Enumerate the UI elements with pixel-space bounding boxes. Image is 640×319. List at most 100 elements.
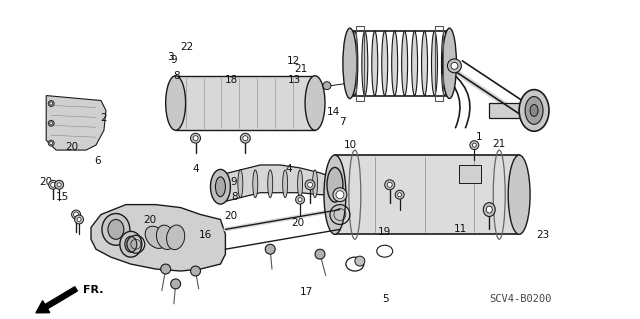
Ellipse shape xyxy=(519,90,549,131)
Ellipse shape xyxy=(327,167,343,202)
Ellipse shape xyxy=(372,31,378,96)
Ellipse shape xyxy=(486,206,492,213)
Ellipse shape xyxy=(305,76,325,130)
Ellipse shape xyxy=(253,170,258,198)
Ellipse shape xyxy=(298,170,303,198)
Text: 8: 8 xyxy=(173,71,180,81)
Ellipse shape xyxy=(355,256,365,266)
Text: 20: 20 xyxy=(65,142,78,152)
Ellipse shape xyxy=(447,59,461,73)
Bar xyxy=(335,155,519,234)
Ellipse shape xyxy=(102,213,130,245)
Ellipse shape xyxy=(145,226,166,249)
Text: 11: 11 xyxy=(454,224,467,234)
Ellipse shape xyxy=(352,31,358,96)
Ellipse shape xyxy=(72,210,81,219)
Ellipse shape xyxy=(120,231,142,257)
Text: 20: 20 xyxy=(225,211,237,221)
Ellipse shape xyxy=(75,215,84,224)
Ellipse shape xyxy=(333,188,347,202)
Ellipse shape xyxy=(125,236,137,252)
Ellipse shape xyxy=(472,143,476,147)
Ellipse shape xyxy=(323,82,331,90)
Ellipse shape xyxy=(412,31,417,96)
Polygon shape xyxy=(91,204,225,271)
Text: 4: 4 xyxy=(193,164,199,174)
Ellipse shape xyxy=(193,136,198,141)
Text: 10: 10 xyxy=(344,140,357,150)
Ellipse shape xyxy=(54,180,63,189)
Ellipse shape xyxy=(265,244,275,254)
Bar xyxy=(435,26,444,100)
Ellipse shape xyxy=(50,102,52,105)
Text: 9: 9 xyxy=(231,177,237,187)
Ellipse shape xyxy=(336,191,344,199)
Text: 19: 19 xyxy=(378,227,390,237)
Ellipse shape xyxy=(397,193,402,197)
Text: 5: 5 xyxy=(383,293,389,304)
Text: 20: 20 xyxy=(143,215,156,225)
Ellipse shape xyxy=(431,31,438,96)
Ellipse shape xyxy=(57,183,61,187)
Ellipse shape xyxy=(308,182,312,187)
Ellipse shape xyxy=(50,142,52,145)
Ellipse shape xyxy=(48,120,54,126)
Text: 15: 15 xyxy=(56,192,69,203)
Ellipse shape xyxy=(442,31,447,96)
Ellipse shape xyxy=(451,62,458,69)
Ellipse shape xyxy=(442,28,456,99)
Ellipse shape xyxy=(312,170,317,198)
Ellipse shape xyxy=(402,31,408,96)
Ellipse shape xyxy=(422,31,428,96)
Ellipse shape xyxy=(283,170,287,198)
Ellipse shape xyxy=(483,203,495,217)
Text: FR.: FR. xyxy=(83,285,104,295)
Text: 21: 21 xyxy=(492,139,506,149)
Polygon shape xyxy=(46,96,106,150)
Ellipse shape xyxy=(268,170,273,198)
Ellipse shape xyxy=(305,180,315,190)
Ellipse shape xyxy=(191,266,200,276)
Bar xyxy=(356,26,364,100)
Ellipse shape xyxy=(508,155,530,234)
Ellipse shape xyxy=(238,170,243,198)
Ellipse shape xyxy=(530,105,538,116)
Ellipse shape xyxy=(324,155,346,234)
Ellipse shape xyxy=(296,195,305,204)
Text: 22: 22 xyxy=(180,42,193,52)
Ellipse shape xyxy=(470,141,479,150)
Bar xyxy=(175,76,315,130)
Text: 1: 1 xyxy=(476,132,483,142)
Ellipse shape xyxy=(241,133,250,143)
Text: 2: 2 xyxy=(100,113,107,123)
Ellipse shape xyxy=(51,182,56,187)
Text: 4: 4 xyxy=(285,164,292,174)
Text: 20: 20 xyxy=(291,218,305,228)
Text: 9: 9 xyxy=(170,55,177,65)
Bar xyxy=(489,102,534,118)
Ellipse shape xyxy=(343,28,357,99)
Ellipse shape xyxy=(74,212,79,217)
Text: 21: 21 xyxy=(294,64,308,74)
Ellipse shape xyxy=(298,198,302,202)
Text: 14: 14 xyxy=(326,107,340,117)
Ellipse shape xyxy=(48,140,54,146)
Ellipse shape xyxy=(77,218,81,221)
Ellipse shape xyxy=(50,122,52,125)
Ellipse shape xyxy=(171,279,180,289)
Text: 6: 6 xyxy=(94,156,100,166)
Text: 13: 13 xyxy=(288,76,301,85)
Ellipse shape xyxy=(166,225,185,249)
Ellipse shape xyxy=(385,180,395,190)
Ellipse shape xyxy=(48,100,54,107)
Ellipse shape xyxy=(191,133,200,143)
Text: 3: 3 xyxy=(167,52,173,62)
Ellipse shape xyxy=(216,177,225,197)
Ellipse shape xyxy=(392,31,397,96)
Text: 18: 18 xyxy=(225,76,237,85)
Ellipse shape xyxy=(387,182,392,187)
Ellipse shape xyxy=(381,31,388,96)
Ellipse shape xyxy=(243,136,248,141)
Ellipse shape xyxy=(525,97,543,124)
FancyArrow shape xyxy=(36,287,77,313)
